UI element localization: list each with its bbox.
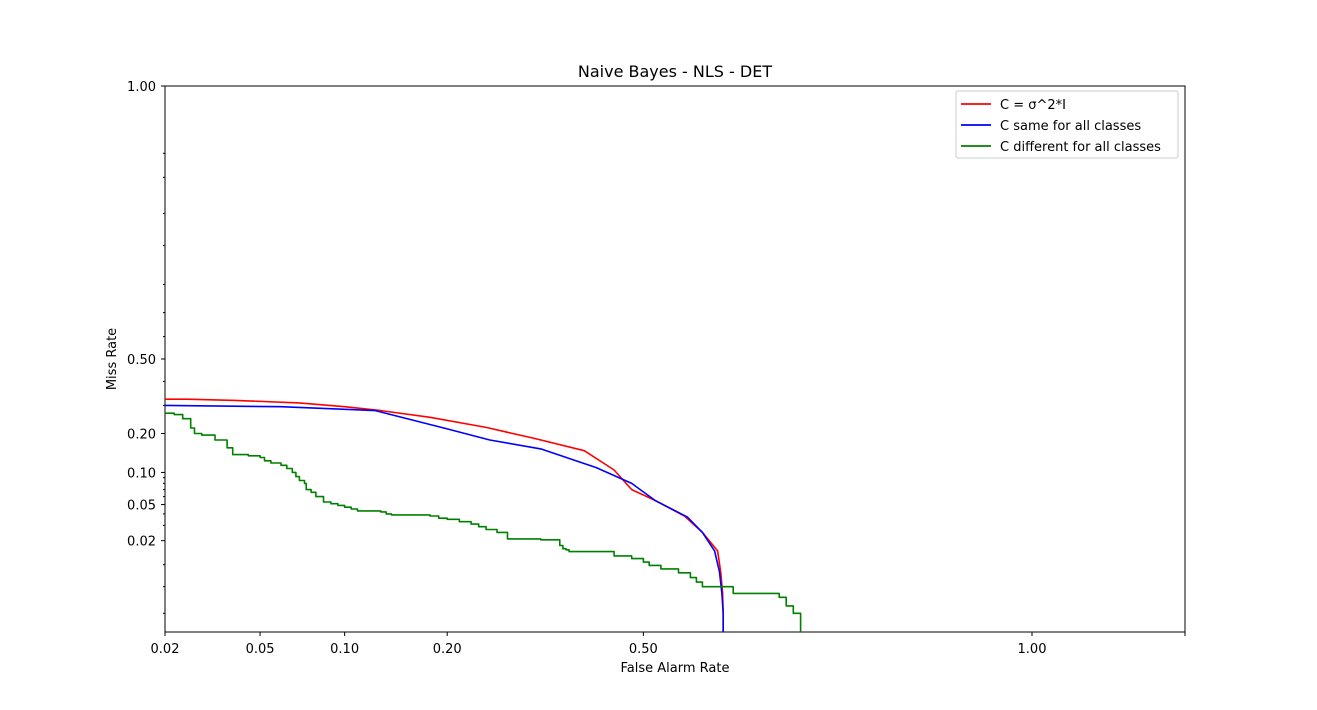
- x-tick-label: 0.02: [151, 642, 180, 657]
- series-layer: [165, 398, 802, 632]
- series-line: [165, 404, 724, 632]
- y-axis-label: Miss Rate: [105, 328, 120, 390]
- x-tick-label: 0.20: [433, 642, 462, 657]
- y-tick-label: 0.50: [127, 353, 156, 368]
- x-tick-label: 1.00: [1018, 642, 1047, 657]
- x-tick-label: 0.50: [629, 642, 658, 657]
- x-tick-label: 0.05: [246, 642, 275, 657]
- legend-box: [955, 90, 1179, 159]
- x-axis: 0.02 0.05 0.10 0.20 0.50 1.00: [151, 632, 1186, 657]
- y-tick-label: 0.10: [127, 466, 156, 481]
- y-tick-label: 0.20: [127, 427, 156, 442]
- x-tick-label: 0.10: [330, 642, 359, 657]
- legend: C = σ^2*I C same for all classes C differe…: [955, 90, 1179, 159]
- legend-entry: C = σ^2*I: [1000, 98, 1066, 113]
- series-line: [165, 412, 802, 632]
- plot-frame: [164, 85, 1186, 633]
- plot-area: [164, 85, 1186, 633]
- legend-entry: C same for all classes: [1000, 119, 1141, 134]
- y-tick-label: 0.05: [127, 499, 156, 514]
- chart-title: Naive Bayes - NLS - DET: [578, 62, 772, 81]
- legend-entry: C different for all classes: [1000, 140, 1161, 155]
- y-tick-label: 0.02: [127, 535, 156, 550]
- y-tick-label: 1.00: [127, 80, 156, 95]
- x-axis-label: False Alarm Rate: [621, 661, 730, 676]
- series-line: [165, 398, 724, 632]
- y-axis: 0.02 0.05 0.10 0.20 0.50 1.00: [127, 80, 165, 614]
